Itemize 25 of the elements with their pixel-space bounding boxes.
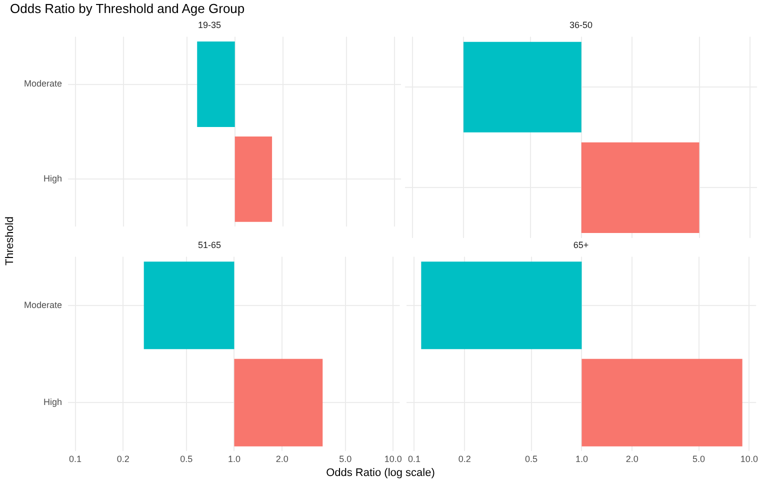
x-tick-label: 0.2: [458, 454, 471, 464]
x-tick-label: 0.1: [408, 454, 420, 464]
x-tick-label: 2.0: [276, 454, 288, 464]
x-tick-label: 2.0: [626, 454, 638, 464]
chart-subtitle: 51-65: [198, 240, 222, 250]
y-axis-title: Threshold: [4, 216, 16, 268]
x-tick-label: 5.0: [692, 454, 706, 464]
y-tick-label: Moderate: [24, 78, 62, 89]
chart-title: Odds Ratio by Threshold and Age Group: [10, 1, 245, 16]
x-tick-label: 1.0: [228, 454, 240, 464]
chart-subtitle: 19-35: [198, 20, 222, 30]
x-axis-title: Odds Ratio (log scale): [325, 467, 436, 479]
x-tick-label: 10.0: [384, 454, 402, 464]
x-tick-label: 1.0: [575, 454, 588, 464]
x-tick-label: 0.1: [69, 454, 82, 464]
x-tick-label: 5.0: [339, 454, 352, 464]
y-tick-label: Moderate: [24, 300, 62, 310]
y-tick-label: High: [44, 397, 62, 408]
x-tick-label: 0.5: [180, 454, 193, 464]
chart-subtitle: 65+: [573, 240, 589, 250]
chart-subtitle: 36-50: [569, 20, 593, 30]
x-tick-label: 0.5: [525, 454, 538, 464]
x-tick-label: 10.0: [740, 454, 758, 464]
x-tick-label: 0.2: [116, 454, 130, 464]
y-tick-label: High: [44, 174, 62, 184]
